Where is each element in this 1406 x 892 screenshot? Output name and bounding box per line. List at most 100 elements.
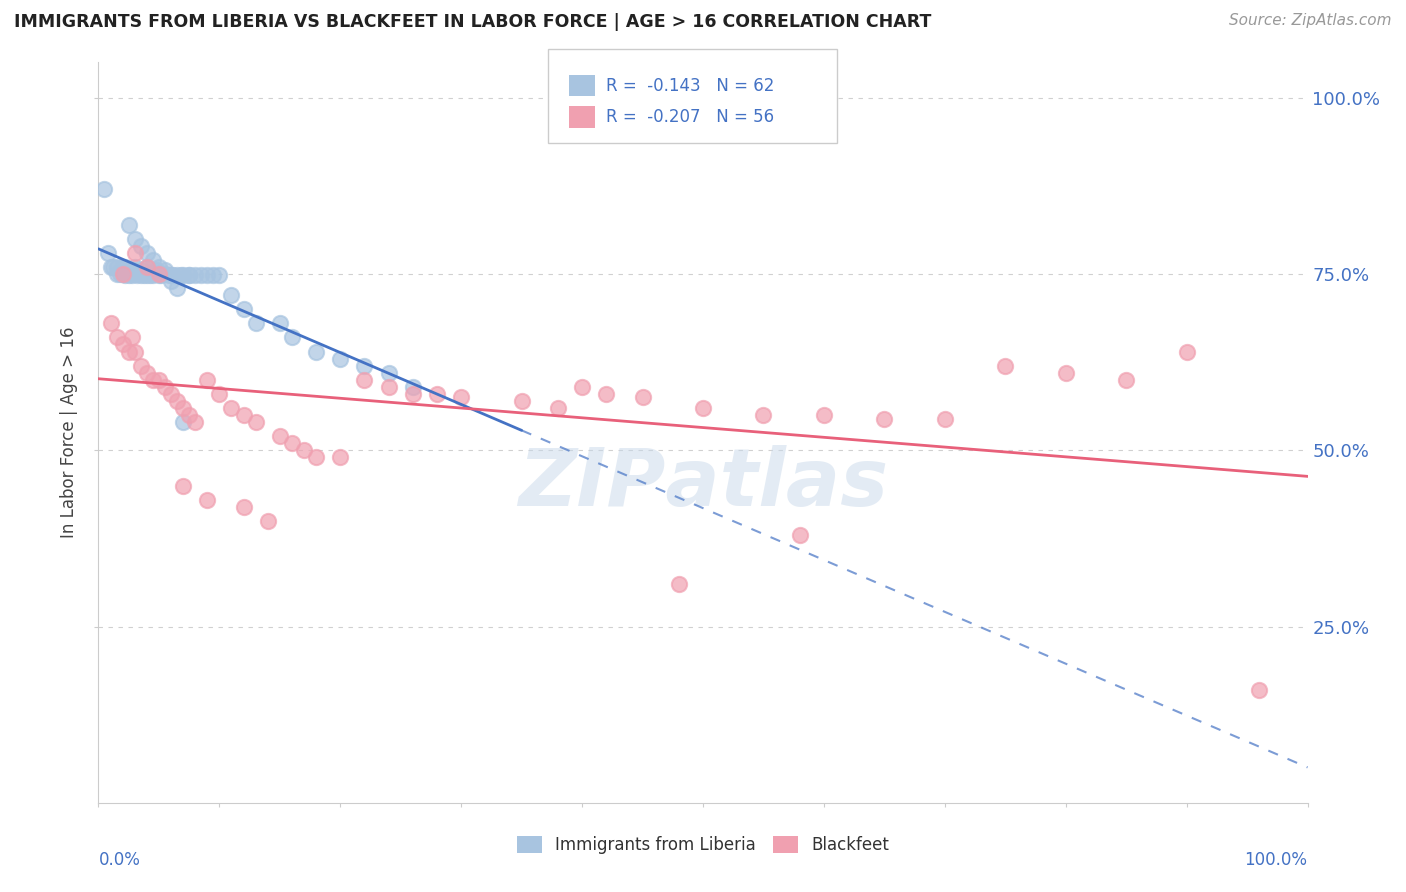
Point [631,390,654,404]
Point [111,267,134,281]
Point [142,268,165,283]
Point [269,429,291,443]
Point [195,492,218,507]
Point [124,263,146,277]
Point [166,393,188,408]
Point [111,267,134,281]
Point [595,387,617,401]
Point [172,268,194,283]
Point [118,263,141,277]
Point [142,373,165,387]
Point [129,239,152,253]
Point [377,366,399,380]
Point [111,337,134,351]
Text: 100.0%: 100.0% [1244,851,1308,869]
Point [148,267,170,281]
Point [105,330,128,344]
Point [184,268,207,283]
Point [100,260,122,274]
Point [100,316,122,330]
Point [105,267,128,281]
Point [124,344,146,359]
Point [353,359,375,373]
Point [127,268,149,283]
Point [118,268,141,283]
Point [108,267,131,281]
Text: 0.0%: 0.0% [98,851,141,869]
Point [114,260,136,274]
Point [121,268,143,283]
Text: R =  -0.143   N = 62: R = -0.143 N = 62 [606,77,775,95]
Point [245,316,267,330]
Point [135,245,157,260]
Point [377,380,399,394]
Point [256,514,278,528]
Point [160,268,183,283]
Point [135,260,157,274]
Point [353,373,375,387]
Point [134,268,156,283]
Point [118,344,141,359]
Point [179,268,201,283]
Point [148,268,170,283]
Point [245,415,267,429]
Point [172,478,194,492]
Point [148,373,170,387]
Point [934,411,956,425]
Point [232,408,254,422]
Point [994,359,1017,373]
Point [145,263,167,277]
Text: IMMIGRANTS FROM LIBERIA VS BLACKFEET IN LABOR FORCE | AGE > 16 CORRELATION CHART: IMMIGRANTS FROM LIBERIA VS BLACKFEET IN … [14,13,931,31]
Point [292,443,315,458]
Point [139,268,162,283]
Point [129,359,152,373]
Point [426,387,449,401]
Point [692,401,714,415]
Point [752,408,775,422]
Point [269,316,291,330]
Point [166,281,188,295]
Point [124,232,146,246]
Point [153,380,176,394]
Point [232,500,254,514]
Point [221,288,243,302]
Point [402,380,425,394]
Point [1249,683,1271,698]
Point [232,302,254,317]
Point [162,268,184,283]
Legend: Immigrants from Liberia, Blackfeet: Immigrants from Liberia, Blackfeet [510,830,896,861]
Point [195,373,218,387]
Y-axis label: In Labor Force | Age > 16: In Labor Force | Age > 16 [60,326,79,539]
Point [208,387,231,401]
Point [172,401,194,415]
Point [305,344,328,359]
Point [124,245,146,260]
Point [118,218,141,232]
Point [160,387,183,401]
Point [114,268,136,283]
Point [135,366,157,380]
Point [208,268,231,283]
Point [121,263,143,277]
Point [135,268,157,283]
Point [873,411,896,425]
Point [221,401,243,415]
Point [111,260,134,274]
Point [571,380,593,394]
Point [329,450,352,465]
Point [148,260,170,274]
Point [129,268,152,283]
Point [1175,344,1198,359]
Point [195,268,218,283]
Point [281,330,304,344]
Point [150,268,173,283]
Point [179,408,201,422]
Text: R =  -0.207   N = 56: R = -0.207 N = 56 [606,108,775,126]
Point [172,415,194,429]
Point [1054,366,1077,380]
Point [202,268,225,283]
Point [101,260,124,274]
Point [142,252,165,267]
Point [160,274,183,288]
Point [281,436,304,450]
